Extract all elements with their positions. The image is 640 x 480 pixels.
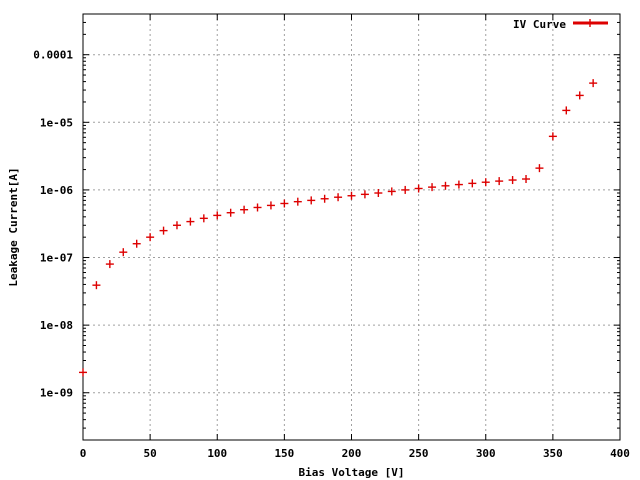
y-tick-label: 1e-05	[40, 116, 73, 129]
y-tick-labels: 1e-09 1e-08 1e-07 1e-06 1e-05 0.0001	[33, 49, 73, 400]
data-point	[562, 106, 571, 115]
data-point	[253, 203, 262, 212]
data-point	[481, 178, 490, 187]
data-point	[575, 91, 584, 100]
legend-marker	[586, 19, 594, 27]
data-point	[146, 233, 155, 242]
x-tick-label: 400	[610, 447, 630, 460]
x-tick-label: 100	[207, 447, 227, 460]
data-point	[105, 260, 114, 269]
data-point	[334, 193, 343, 202]
x-tick-label: 250	[409, 447, 429, 460]
data-point	[280, 199, 289, 208]
x-tick-label: 150	[274, 447, 294, 460]
data-point	[79, 368, 87, 377]
data-point	[454, 180, 463, 189]
data-point	[495, 177, 504, 186]
data-point	[522, 175, 531, 184]
data-point	[172, 221, 181, 230]
x-tick-label: 300	[476, 447, 496, 460]
legend: IV Curve	[513, 18, 608, 31]
y-tick-label: 0.0001	[33, 49, 73, 62]
data-points	[79, 79, 598, 377]
data-point	[320, 194, 329, 203]
y-tick-label: 1e-07	[40, 252, 73, 265]
x-tick-label: 50	[144, 447, 157, 460]
data-point	[159, 226, 168, 235]
data-point	[401, 185, 410, 194]
data-point	[186, 217, 195, 226]
data-point	[374, 189, 383, 198]
data-point	[199, 214, 208, 223]
grid-lines	[83, 14, 620, 440]
data-point	[132, 239, 141, 248]
x-tick-label: 0	[80, 447, 87, 460]
y-tick-label: 1e-06	[40, 184, 73, 197]
x-tick-labels: 0 50 100 150 200 250 300 350 400	[80, 447, 630, 460]
data-point	[92, 281, 101, 290]
data-point	[347, 191, 356, 200]
data-point	[360, 190, 369, 199]
data-point	[119, 248, 128, 257]
y-tick-label: 1e-08	[40, 319, 73, 332]
data-point	[441, 181, 450, 190]
plot-frame	[82, 13, 621, 441]
data-point	[307, 196, 316, 205]
data-point	[387, 187, 396, 196]
data-point	[213, 211, 222, 220]
x-tick-label: 350	[543, 447, 563, 460]
x-axis-label: Bias Voltage [V]	[299, 466, 405, 479]
data-point	[293, 197, 302, 206]
data-point	[548, 132, 557, 141]
data-point	[266, 201, 275, 210]
data-point	[468, 179, 477, 188]
data-point	[508, 176, 517, 185]
data-point	[240, 205, 249, 214]
data-point	[535, 164, 544, 173]
data-point	[589, 79, 598, 88]
x-tick-label: 200	[342, 447, 362, 460]
data-point	[226, 208, 235, 217]
legend-label: IV Curve	[513, 18, 566, 31]
data-point	[428, 183, 437, 192]
data-point	[414, 184, 423, 193]
y-axis-label: Leakage Current[A]	[7, 167, 20, 286]
y-tick-label: 1e-09	[40, 387, 73, 400]
